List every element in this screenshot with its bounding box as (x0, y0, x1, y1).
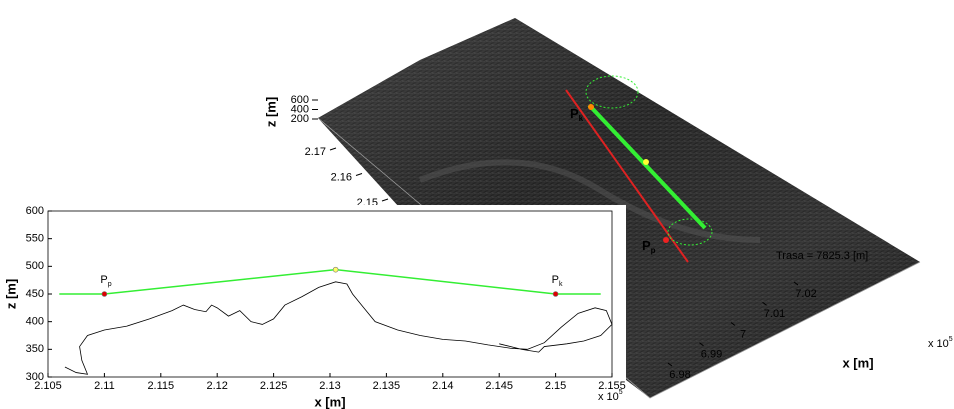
x-tick-label: 2.125 (260, 380, 288, 392)
point (588, 104, 594, 110)
y-tick-label: 450 (26, 288, 44, 300)
x-tick-label: 7 (740, 328, 746, 340)
point-label-sub: k (579, 114, 584, 123)
marker (102, 292, 107, 297)
plot-area (48, 211, 612, 377)
point-label-sub: p (651, 246, 656, 255)
y-tick-label: 550 (26, 233, 44, 245)
z-tick-label: 600 (291, 94, 309, 106)
annotation: Trasa = 7825.3 [m] (776, 250, 868, 262)
y-tick-label: 350 (26, 343, 44, 355)
y-tick (382, 199, 388, 201)
point-label-sub: k (559, 281, 563, 288)
y-axis-label: z [m] (3, 279, 18, 309)
point (643, 159, 649, 165)
x-exponent-base: x 10 (928, 338, 949, 350)
y-tick-label: 2.16 (331, 171, 352, 183)
figure: 2004006002.152.162.176.986.9977.017.02z … (0, 0, 954, 409)
x-tick-label: 2.135 (373, 380, 401, 392)
y-tick-label: 400 (26, 316, 44, 328)
x-exponent-base: x 10 (598, 391, 619, 403)
point-label-sub: p (108, 281, 112, 288)
x-tick-label: 6.99 (701, 349, 722, 361)
x-tick-label: 6.98 (669, 369, 690, 381)
x-tick-label: 2.115 (147, 380, 174, 392)
x-exponent-sup: 5 (619, 389, 623, 396)
y-tick-label: 600 (26, 205, 44, 217)
x-tick-label: 2.145 (485, 380, 513, 392)
x-tick-label: 2.11 (94, 380, 115, 392)
x-tick-label: 2.15 (545, 380, 566, 392)
y-tick-label: 500 (26, 260, 44, 272)
x-tick-label: 2.12 (206, 380, 227, 392)
x-tick-label: 2.105 (34, 380, 62, 392)
point (663, 237, 669, 243)
x-axis-label: x [m] (314, 394, 345, 409)
x-exponent-sup: 5 (949, 336, 953, 343)
x-tick-label: 2.14 (432, 380, 453, 392)
y-tick (330, 148, 336, 150)
y-tick (356, 174, 362, 176)
point-label-base: P (570, 106, 579, 121)
z-axis-label: z [m] (263, 97, 278, 127)
x-axis-label: x [m] (842, 355, 873, 370)
point-label-base: P (100, 274, 107, 286)
point-label-base: P (642, 238, 651, 253)
x-exponent: x 105 (928, 336, 953, 350)
x-tick-label: 2.13 (319, 380, 340, 392)
marker (553, 292, 558, 297)
point-label-base: P (552, 274, 559, 286)
y-tick-label: 2.17 (305, 146, 326, 158)
marker (333, 267, 338, 272)
x-tick-label: 7.02 (795, 288, 816, 300)
x-tick-label: 7.01 (764, 308, 785, 320)
